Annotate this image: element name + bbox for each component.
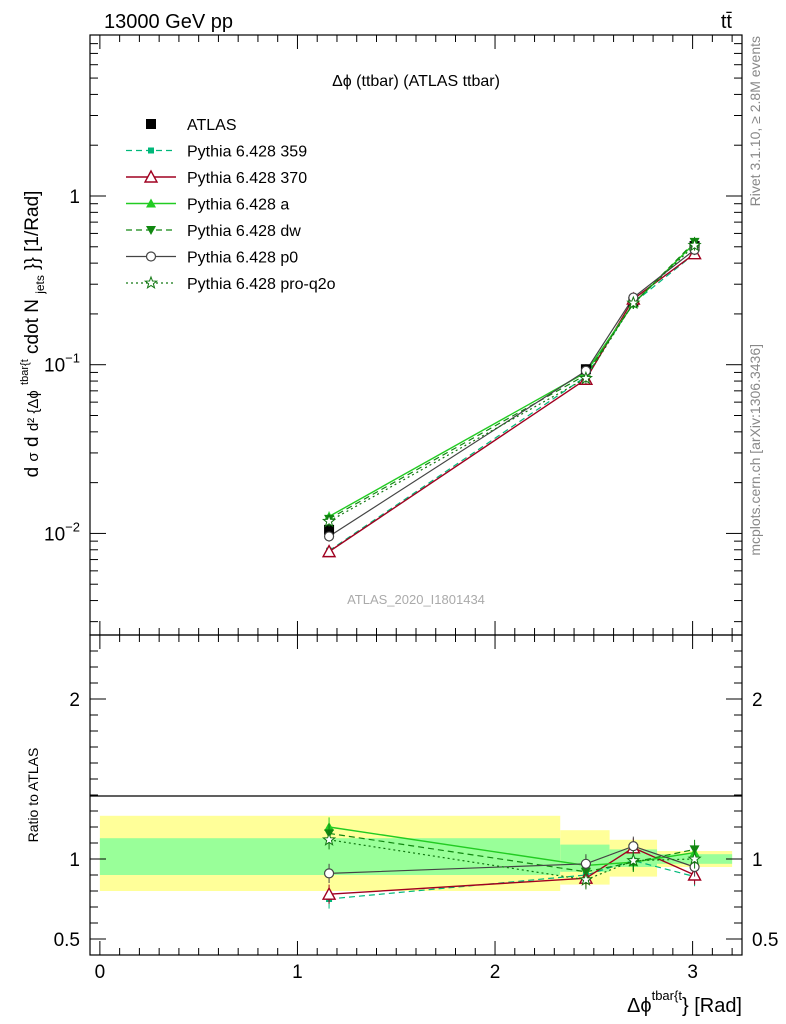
ratio-point-pp0 [580, 858, 592, 869]
legend-label-pdw: Pythia 6.428 dw [187, 223, 301, 240]
ratio-plot-frame [89, 634, 743, 956]
ylabel-frac1: σ [25, 452, 42, 462]
main-series-lines [328, 241, 696, 553]
legend-marker-p359 [148, 147, 154, 154]
ylabel-jets: jets [33, 275, 47, 295]
main-plot-title: Δϕ (ttbar) (ATLAS ttbar) [332, 73, 500, 90]
mcplots-label: mcplots.cern.ch [arXiv:1306.3436] [747, 344, 763, 556]
process-label: tt̄ [721, 11, 733, 33]
legend-label-p359: Pythia 6.428 359 [187, 144, 307, 161]
ylabel-d: d [22, 467, 43, 478]
main-y-tick-label: 10−1 [44, 351, 80, 377]
main-point-pq2o [321, 513, 337, 528]
ratio-point-pp0 [628, 841, 639, 852]
energy-label: 13000 GeV pp [104, 11, 233, 33]
main-line-pa [328, 242, 696, 518]
ylabel-units: }} [1/Rad] [22, 191, 43, 270]
legend-label-pq2o: Pythia 6.428 pro-q2o [187, 276, 336, 293]
legend-marker-pdw [146, 226, 156, 235]
x-tick-label: 1 [292, 962, 303, 983]
x-tick-label: 0 [95, 962, 106, 983]
ratio-line-pa [328, 826, 695, 867]
main-line-pp0 [328, 249, 695, 537]
ratio-y-tick-label-right: 0.5 [752, 930, 778, 951]
ratio-line-pp0 [329, 845, 695, 874]
main-line-pq2o [328, 244, 695, 522]
ratio-line-pdw [328, 832, 695, 873]
tick-exponent: −1 [65, 351, 80, 366]
x-tick-label: 3 [687, 962, 698, 983]
main-point-pq2o [578, 370, 593, 385]
ratio-y-tick-label: 1 [69, 850, 80, 871]
ylabel-d2: d [22, 436, 43, 447]
ratio-y-label: Ratio to ATLAS [25, 748, 41, 843]
ratio-point-pq2o [321, 832, 337, 846]
main-y-tick-labels: 10−210−11 [44, 187, 80, 545]
ylabel-frac2: d² {Δϕ [25, 390, 42, 431]
main-y-tick-label: 1 [69, 187, 80, 208]
legend-marker-atlas [146, 119, 156, 129]
xlabel-phi: Δϕ [627, 995, 652, 1017]
ratio-y-tick-label-right: 2 [752, 690, 763, 711]
ratio-series-markers [321, 817, 702, 909]
ratio-point-pq2o [626, 853, 641, 867]
ratio-line-p370 [329, 847, 695, 895]
legend-marker-p370 [143, 169, 159, 183]
legend-label-atlas: ATLAS [187, 117, 237, 134]
ratio-plot: 0.5 0.5 1 1 2 2 0 1 2 3 Ratio to ATLAS [25, 634, 779, 983]
ratio-tick-labels: 0.5 0.5 1 1 2 2 0 1 2 3 [54, 690, 779, 983]
y-axis-label: d σ d d² {Δϕ tbar{t cdot N jets }} [1/Ra… [12, 191, 49, 478]
legend: ATLAS Pythia 6.428 359 Pythia 6.428 370 Pyt… [126, 117, 336, 293]
ratio-tick-marks [90, 634, 742, 955]
ratio-line-pq2o [328, 839, 695, 881]
main-point-pp0 [323, 531, 335, 542]
ratio-y-tick-label: 0.5 [54, 930, 80, 951]
legend-marker-pa [146, 198, 156, 208]
svg-text:d σ d d² {Δϕ: d σ d d² {Δϕ tbar{t cdot N jets }} [1/Ra… [12, 191, 49, 478]
legend-label-p370: Pythia 6.428 370 [187, 170, 307, 187]
main-point-p370 [321, 544, 337, 558]
tick-base: 10 [44, 356, 65, 377]
main-series-markers [321, 236, 702, 558]
main-tick-marks [90, 34, 742, 635]
ratio-series-lines [328, 826, 695, 900]
legend-label-pa: Pythia 6.428 a [187, 197, 289, 214]
tick-exponent: −2 [65, 519, 80, 534]
ratio-y-tick-label: 2 [69, 690, 80, 711]
xlabel-sup: tbar{t [652, 988, 683, 1003]
ratio-point-p370 [321, 886, 337, 900]
x-tick-label: 2 [490, 962, 501, 983]
legend-label-pp0: Pythia 6.428 p0 [187, 250, 298, 267]
main-line-pdw [328, 241, 696, 520]
xlabel-units: } [Rad] [682, 995, 742, 1017]
ratio-y-tick-label-right: 1 [752, 850, 763, 871]
ylabel-tbar: tbar{t [19, 359, 31, 385]
main-point-pq2o [687, 237, 702, 252]
ratio-point-pp0 [323, 868, 335, 879]
ratio-line-p359 [329, 859, 695, 900]
legend-marker-pp0 [145, 251, 157, 262]
main-point-atlas [324, 524, 335, 535]
main-y-tick-label: 10−2 [44, 519, 80, 545]
x-axis-label: Δϕtbar{t} [Rad] [627, 988, 742, 1017]
ratio-point-pq2o [687, 851, 702, 866]
ylabel-rest: cdot N [22, 299, 43, 354]
main-plot: Δϕ (ttbar) (ATLAS ttbar) ATLAS_2020_I180… [44, 34, 743, 636]
ratio-point-pq2o [578, 872, 593, 886]
watermark: ATLAS_2020_I1801434 [347, 592, 485, 607]
rivet-label: Rivet 3.1.10, ≥ 2.8M events [747, 36, 763, 206]
legend-marker-pq2o [143, 275, 159, 290]
main-point-pq2o [626, 295, 641, 310]
tick-base: 10 [44, 524, 65, 545]
